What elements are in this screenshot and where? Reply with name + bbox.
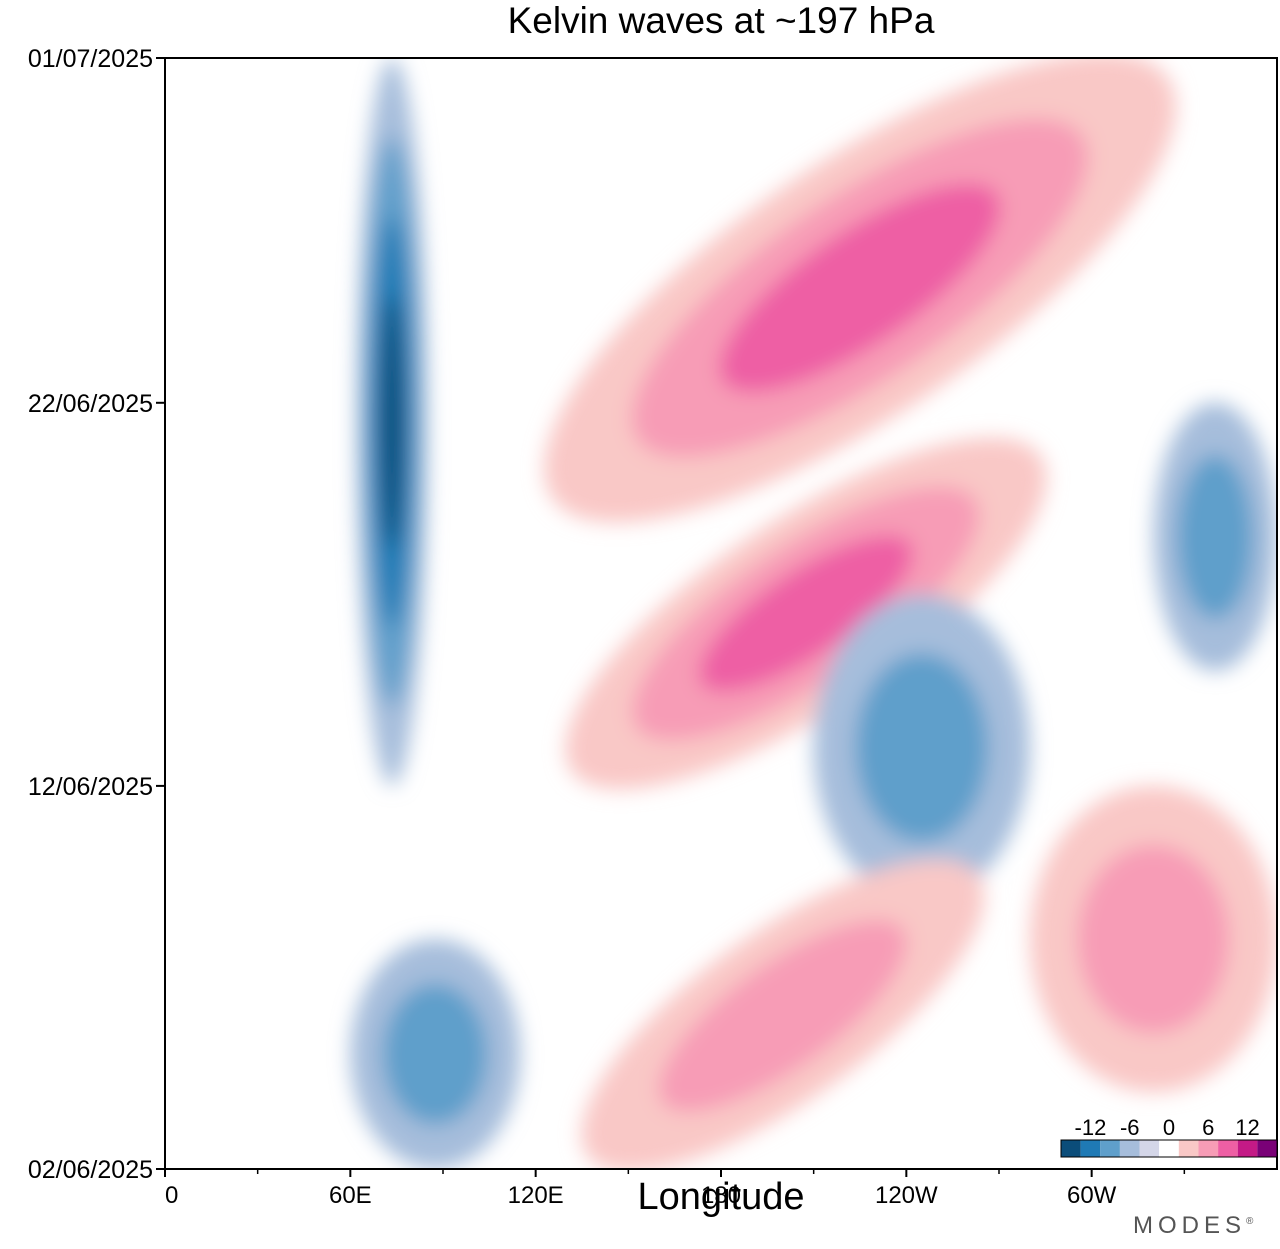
anomaly-feature-7 (1029, 785, 1277, 1093)
colorbar-swatch (1159, 1140, 1179, 1157)
x-tick-label: 60W (1067, 1182, 1117, 1209)
anomaly-feature-6 (581, 859, 985, 1169)
y-tick-label: 02/06/2025 (28, 1156, 153, 1184)
colorbar-label: -6 (1120, 1115, 1140, 1140)
anomaly-field (350, 58, 1277, 1169)
colorbar-swatch (1119, 1140, 1140, 1157)
contour-band (698, 535, 913, 692)
colorbar: -12 -6 0 6 12 (1060, 1115, 1278, 1158)
colorbar-swatch (1218, 1140, 1238, 1157)
colorbar-label: 0 (1163, 1115, 1175, 1140)
colorbar-swatch (1080, 1140, 1101, 1157)
contour-band (1077, 844, 1230, 1034)
contour-band (379, 295, 405, 549)
y-tick-label: 01/07/2025 (28, 45, 153, 73)
colorbar-swatch (1198, 1140, 1219, 1157)
colorbar-swatch (1061, 1140, 1081, 1157)
colorbar-label: 6 (1202, 1115, 1214, 1140)
brand-logo: MODES® (1133, 1212, 1254, 1239)
chart-title: Kelvin waves at ~197 hPa (507, 0, 935, 41)
anomaly-feature-1 (356, 58, 428, 786)
anomaly-feature-5 (813, 594, 1030, 901)
x-tick-label: 120E (508, 1182, 564, 1209)
anomaly-feature-4 (565, 437, 1047, 790)
y-axis: 02/06/2025 12/06/2025 22/06/2025 01/07/2025 (28, 45, 165, 1184)
contour-band (658, 919, 907, 1112)
colorbar-swatch (1237, 1140, 1258, 1157)
anomaly-feature-3 (543, 58, 1177, 523)
y-tick-label: 12/06/2025 (28, 773, 153, 801)
colorbar-swatch (1178, 1140, 1199, 1157)
x-axis: 0 60E 120E 180 120W 60W (164, 1169, 1186, 1209)
colorbar-swatch (1100, 1140, 1120, 1157)
colorbar-frame (1060, 1139, 1278, 1158)
anomaly-feature-8 (1153, 402, 1277, 671)
colorbar-swatch (1139, 1140, 1160, 1157)
anomaly-feature-2 (350, 939, 521, 1169)
y-tick-label: 22/06/2025 (28, 390, 153, 418)
x-axis-label: Longitude (637, 1176, 805, 1218)
x-tick-label: 120W (875, 1182, 938, 1209)
colorbar-label: -12 (1075, 1115, 1107, 1140)
colorbar-swatch (1257, 1140, 1277, 1157)
x-tick-label: 0 (165, 1182, 178, 1209)
x-tick-label: 60E (329, 1182, 372, 1209)
colorbar-label: 12 (1235, 1115, 1259, 1140)
contour-band (719, 183, 1001, 393)
contour-band (1177, 454, 1254, 620)
contour-band (855, 653, 989, 842)
x-tick-label: 180 (701, 1182, 741, 1209)
contour-band (383, 983, 488, 1125)
